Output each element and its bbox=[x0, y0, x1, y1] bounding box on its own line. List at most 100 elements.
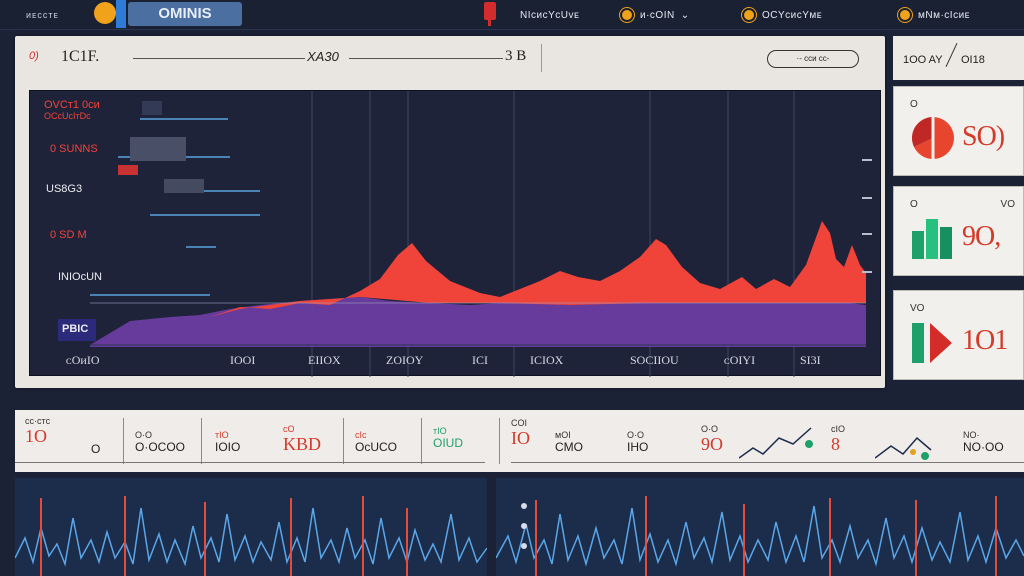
stat-cell-6[interactable]: ᴛIO OIUD bbox=[433, 426, 463, 450]
header-rule bbox=[133, 58, 305, 59]
legend-item-5-label: INIOᴄUN bbox=[58, 271, 102, 283]
header-divider bbox=[541, 44, 542, 72]
nav-item-3[interactable]: OCYᴄᴎᴄYᴍᴇ bbox=[742, 6, 822, 24]
stat-cell-7-top: COI bbox=[511, 418, 528, 428]
nav-item-2[interactable]: ᴎ·ᴄOIN ⌄ bbox=[620, 6, 690, 24]
chart-title: 1C1F. bbox=[61, 48, 100, 65]
waveform-right-svg bbox=[495, 496, 1024, 576]
stat-cell-12-mid: NO·OO bbox=[963, 440, 1004, 454]
green-red-marker-icon bbox=[912, 323, 952, 363]
y-tick bbox=[862, 197, 872, 199]
stat-cell-10[interactable]: O·O 9O bbox=[701, 424, 723, 455]
stat-card-2-top-left: O bbox=[910, 199, 918, 210]
legend-item-3[interactable]: US8G3 bbox=[46, 183, 82, 195]
nav-item-1[interactable]: NIᴄᴎᴄYᴄUᴠᴇ bbox=[520, 6, 579, 24]
strip-baseline bbox=[511, 462, 1024, 463]
x-axis-label: IOOI bbox=[230, 353, 256, 367]
stat-card-2[interactable]: O VO 9O, bbox=[893, 186, 1024, 276]
coin-icon bbox=[620, 8, 634, 22]
legend-item-4[interactable]: 0 SD M bbox=[50, 229, 87, 241]
legend-item-6-label: PBIC bbox=[62, 323, 89, 335]
area-chart-svg bbox=[58, 91, 866, 377]
stat-card-2-top-right: VO bbox=[1000, 199, 1015, 210]
header-value: 3 B bbox=[505, 48, 527, 64]
stat-cell-7[interactable]: COI IO bbox=[511, 418, 530, 449]
logo-bar bbox=[116, 0, 126, 28]
stat-divider bbox=[201, 418, 202, 464]
stat-card-1[interactable]: O SO) bbox=[893, 86, 1024, 176]
legend-item-1[interactable]: OVCᴛ1 0ᴄᴎ bbox=[44, 99, 100, 111]
app-logo[interactable]: OMINIS bbox=[128, 2, 242, 26]
red-area-series bbox=[210, 221, 866, 317]
x-axis-label: ᴄOIYI bbox=[724, 353, 756, 367]
stat-divider bbox=[123, 418, 124, 464]
stat-cell-12-top: NO· bbox=[963, 430, 980, 440]
stat-cell-3-top: ᴛIO bbox=[215, 430, 229, 440]
waveform-panel-right[interactable] bbox=[495, 478, 1024, 576]
stat-cell-4[interactable]: ᴄO KBD bbox=[283, 424, 321, 455]
stat-card-3-value: 1O1 bbox=[962, 325, 1008, 356]
stat-cell-2[interactable]: O·O O·OCOO bbox=[135, 430, 185, 454]
stat-cell-9[interactable]: O·O IHO bbox=[627, 430, 648, 454]
stat-cell-8[interactable]: ᴍOI CMO bbox=[555, 430, 583, 454]
stat-cell-6-top: ᴛIO bbox=[433, 426, 447, 436]
nav-item-3-label: OCYᴄᴎᴄYᴍᴇ bbox=[762, 9, 823, 21]
y-tick bbox=[862, 233, 872, 235]
x-axis-label: SI3I bbox=[800, 353, 821, 367]
sparkline-icon bbox=[739, 427, 813, 459]
stat-cell-4-big: KBD bbox=[283, 434, 322, 454]
stat-cell-7-big: IO bbox=[511, 428, 530, 448]
stat-card-1-top-left: O bbox=[910, 99, 918, 110]
stat-cell-1[interactable]: ᴄᴄ·ᴄᴛᴄ 1O bbox=[25, 416, 50, 447]
purple-area-series bbox=[90, 297, 866, 347]
x-axis-label: ICI bbox=[472, 353, 488, 367]
stat-cell-3[interactable]: ᴛIO IOIO bbox=[215, 430, 240, 454]
right-header-a: 1OO AY bbox=[903, 54, 943, 66]
topbar-small-text: ᴎᴇᴄᴄᴛᴇ bbox=[26, 10, 59, 20]
nav-item-2-label: ᴎ·ᴄOIN bbox=[640, 9, 675, 21]
stat-cell-3-mid: IOIO bbox=[215, 440, 241, 454]
stat-cell-11-top: ᴄIO bbox=[831, 424, 846, 434]
x-axis-label: ICIOX bbox=[530, 353, 564, 367]
timeframe-pill-button[interactable]: ·- ᴄᴄᴎ ᴄᴄ- bbox=[767, 50, 859, 68]
legend-item-4-label: 0 SD M bbox=[50, 229, 87, 241]
sparkline-icon bbox=[875, 436, 932, 460]
stat-cell-11[interactable]: ᴄIO 8 bbox=[831, 424, 845, 455]
right-header-b: OI18 bbox=[961, 54, 985, 66]
top-navigation-bar: ᴎᴇᴄᴄᴛᴇ OMINIS NIᴄᴎᴄYᴄUᴠᴇ ᴎ·ᴄOIN ⌄ OCYᴄᴎᴄ… bbox=[0, 0, 1024, 30]
nav-item-4-label: ᴍNᴍ·ᴄIᴄᴎᴇ bbox=[918, 9, 971, 21]
header-middle-label: XA30 bbox=[307, 49, 339, 64]
stat-cell-1-top: ᴄᴄ·ᴄᴛᴄ bbox=[25, 416, 51, 426]
legend-item-5[interactable]: INIOᴄUN bbox=[58, 271, 102, 283]
stat-cell-5[interactable]: ᴄIᴄ OᴄUCO bbox=[355, 430, 397, 454]
stat-cell-8-mid: CMO bbox=[555, 440, 583, 454]
legend-item-2[interactable]: 0 SUNNS bbox=[50, 143, 98, 155]
coin-icon bbox=[898, 8, 912, 22]
legend-item-6[interactable]: PBIC bbox=[62, 323, 88, 335]
stat-card-2-value: 9O, bbox=[962, 221, 1001, 252]
main-chart-panel: 0) 1C1F. XA30 3 B ·- ᴄᴄᴎ ᴄᴄ- bbox=[15, 36, 885, 388]
stat-cell-6-mid: OIUD bbox=[433, 436, 463, 450]
stat-cell-8-top: ᴍOI bbox=[555, 430, 571, 440]
header-zero-label: 0) bbox=[29, 50, 39, 62]
waveform-panel-left[interactable] bbox=[14, 478, 488, 576]
stat-card-3[interactable]: VO 1O1 bbox=[893, 290, 1024, 380]
chevron-down-icon: ⌄ bbox=[680, 9, 690, 21]
stat-cell-2-top: O·O bbox=[135, 430, 152, 440]
right-panel-header: 1OO AY OI18 bbox=[893, 36, 1024, 80]
stat-cell-5-top: ᴄIᴄ bbox=[355, 430, 367, 440]
legend-item-2-label: 0 SUNNS bbox=[50, 143, 98, 155]
legend-item-1-sublabel: OCᴄUᴄIᴛDᴄ bbox=[44, 111, 91, 121]
area-chart-plot[interactable]: OVCᴛ1 0ᴄᴎ OCᴄUᴄIᴛDᴄ 0 SUNNS US8G3 0 SD M… bbox=[29, 90, 881, 377]
stat-card-3-top-left: VO bbox=[910, 303, 925, 314]
stat-cell-12[interactable]: NO· NO·OO bbox=[963, 430, 1004, 454]
y-tick bbox=[862, 271, 872, 273]
stat-cell-4-top: ᴄO bbox=[283, 424, 295, 434]
stat-cell-1-big: 1O bbox=[25, 426, 47, 446]
stat-card-1-value: SO) bbox=[962, 121, 1005, 152]
flag-icon[interactable] bbox=[484, 2, 496, 26]
nav-item-4[interactable]: ᴍNᴍ·ᴄIᴄᴎᴇ bbox=[898, 6, 970, 24]
header-rule bbox=[349, 58, 503, 59]
stat-cell-9-mid: IHO bbox=[627, 440, 649, 454]
stat-cell-9-top: O·O bbox=[627, 430, 644, 440]
